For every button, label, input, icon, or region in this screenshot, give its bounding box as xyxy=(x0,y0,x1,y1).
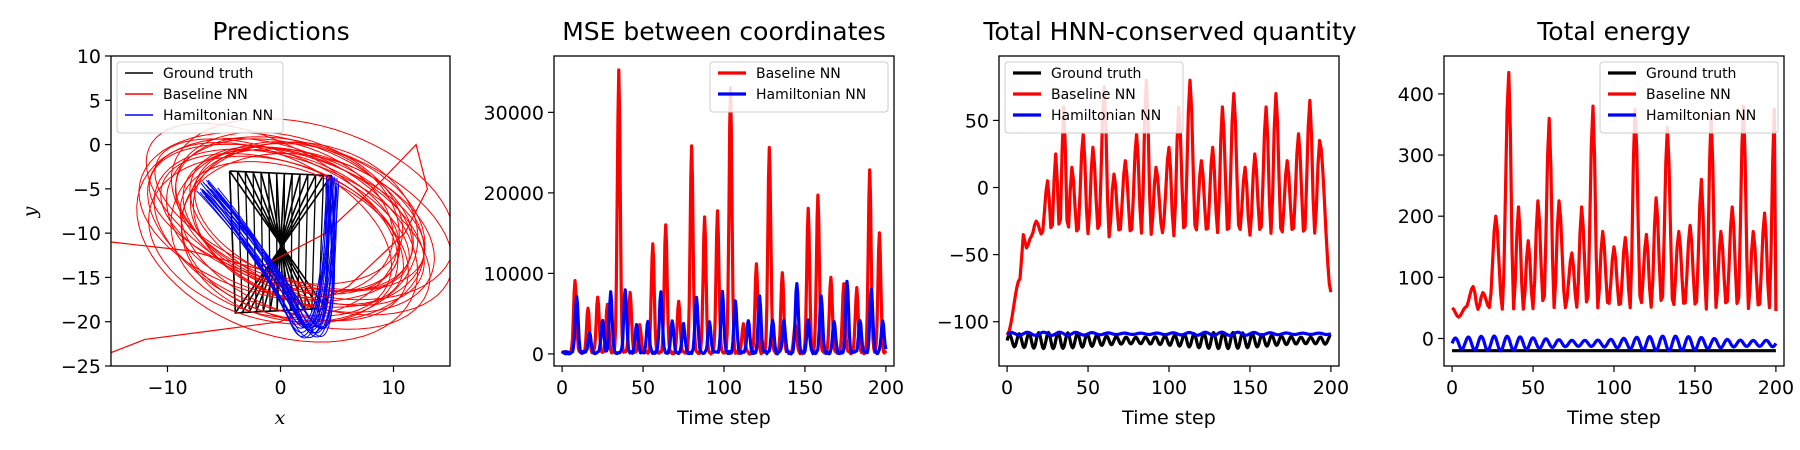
total-energy-legend: Ground truth Baseline NN Hamiltonian NN xyxy=(1599,61,1779,134)
hnn-conserved-ytick-label: −100 xyxy=(937,312,989,334)
total-energy-xtick-label: 100 xyxy=(1596,377,1632,399)
hnn-conserved-plot-area xyxy=(1005,78,1333,351)
predictions-ytick-label: −15 xyxy=(61,267,101,289)
total-energy-plot-area xyxy=(1450,70,1778,353)
predictions-legend-box xyxy=(116,61,284,134)
predictions-ytick-label: −10 xyxy=(61,223,101,245)
mse-xtick-label: 100 xyxy=(706,377,742,399)
hnn-conserved-ytick-label: −50 xyxy=(949,245,989,267)
mse-title: MSE between coordinates xyxy=(562,17,886,46)
hnn-conserved-xtick-label: 0 xyxy=(1001,377,1013,399)
mse-legend: Baseline NN Hamiltonian NN xyxy=(709,61,889,113)
mse-legend-label-baseline-nn: Baseline NN xyxy=(756,66,841,82)
predictions-legend-label-hamiltonian-nn: Hamiltonian NN xyxy=(163,108,273,124)
total-energy-ticks: 0 50 100 150 200 0 100 200 300 400 xyxy=(1398,84,1794,399)
total-energy-ytick-label: 400 xyxy=(1398,84,1434,106)
hnn-conserved-ytick-label: 50 xyxy=(965,110,989,132)
total-energy-ytick-label: 300 xyxy=(1398,145,1434,167)
hnn-conserved-title: Total HNN-conserved quantity xyxy=(982,17,1357,46)
hnn-conserved-legend: Ground truth Baseline NN Hamiltonian NN xyxy=(1004,61,1184,134)
mse-series-baseline-nn xyxy=(560,68,888,356)
mse-ytick-label: 10000 xyxy=(484,263,544,285)
hnn-conserved-ytick-label: 0 xyxy=(977,178,989,200)
mse-ytick-label: 20000 xyxy=(484,183,544,205)
total-energy-title: Total energy xyxy=(1536,17,1691,46)
total-energy-xtick-label: 150 xyxy=(1677,377,1713,399)
mse-ytick-label: 0 xyxy=(532,344,544,366)
mse-ticks: 0 50 100 150 200 0 10000 20000 30000 xyxy=(484,102,904,399)
hnn-conserved-xtick-label: 200 xyxy=(1313,377,1349,399)
predictions-xtick-label: −10 xyxy=(147,377,187,399)
mse-ytick-label: 30000 xyxy=(484,102,544,124)
mse-legend-box xyxy=(709,61,889,113)
mse-xtick-label: 200 xyxy=(868,377,904,399)
mse-xlabel: Time step xyxy=(676,407,771,429)
total-energy-xtick-label: 0 xyxy=(1446,377,1458,399)
total-energy-xtick-label: 50 xyxy=(1521,377,1545,399)
predictions-title: Predictions xyxy=(212,17,349,46)
hnn-conserved-xtick-label: 150 xyxy=(1232,377,1268,399)
predictions-ytick-label: −20 xyxy=(61,312,101,334)
predictions-plot-area xyxy=(111,118,450,354)
mse-xtick-label: 150 xyxy=(787,377,823,399)
hnn-conserved-legend-label-hamiltonian-nn: Hamiltonian NN xyxy=(1051,108,1161,124)
hnn-conserved-xlabel: Time step xyxy=(1121,407,1216,429)
predictions-legend: Ground truth Baseline NN Hamiltonian NN xyxy=(116,61,284,134)
predictions-xlabel: x xyxy=(275,407,286,429)
predictions-ticks: −10 0 10 10 5 0 −5 −10 −15 −20 −25 xyxy=(61,46,406,399)
total-energy-series-baseline-nn xyxy=(1451,70,1778,319)
mse-legend-label-hamiltonian-nn: Hamiltonian NN xyxy=(756,87,866,103)
predictions-ytick-label: −5 xyxy=(73,179,101,201)
hnn-conserved-series-hamiltonian-nn xyxy=(1006,330,1332,337)
total-energy-legend-box xyxy=(1599,61,1779,134)
total-energy-series-hamiltonian-nn xyxy=(1450,334,1778,353)
predictions-ylabel: y xyxy=(19,206,41,218)
predictions-xtick-label: 0 xyxy=(274,377,286,399)
total-energy-legend-label-baseline-nn: Baseline NN xyxy=(1646,87,1731,103)
total-energy-ytick-label: 100 xyxy=(1398,267,1434,289)
total-energy-ytick-label: 200 xyxy=(1398,206,1434,228)
predictions-ytick-label: −25 xyxy=(61,356,101,378)
predictions-ytick-label: 10 xyxy=(77,46,101,68)
predictions-ytick-label: 0 xyxy=(89,135,101,157)
mse-series-hamiltonian-nn xyxy=(561,279,888,356)
mse-xtick-label: 50 xyxy=(631,377,655,399)
total-energy-legend-label-hamiltonian-nn: Hamiltonian NN xyxy=(1646,108,1756,124)
hnn-conserved-legend-box xyxy=(1004,61,1184,134)
hnn-conserved-series-baseline-nn xyxy=(1005,78,1333,336)
total-energy-ytick-label: 0 xyxy=(1422,328,1434,350)
hnn-conserved-panel: Total HNN-conserved quantity 0 50 100 150 20… xyxy=(937,17,1357,429)
total-energy-xtick-label: 200 xyxy=(1758,377,1794,399)
predictions-series-hamiltonian-nn xyxy=(196,175,340,339)
total-energy-xlabel: Time step xyxy=(1566,407,1661,429)
hnn-conserved-xtick-label: 100 xyxy=(1151,377,1187,399)
total-energy-legend-label-ground-truth: Ground truth xyxy=(1646,66,1736,82)
mse-xtick-label: 0 xyxy=(556,377,568,399)
hnn-conserved-ticks: 0 50 100 150 200 50 0 −50 −100 xyxy=(937,110,1349,399)
predictions-xtick-label: 10 xyxy=(381,377,405,399)
predictions-panel: Predictions −10 0 10 10 5 0 −5 −10 −15 −20 −25 x y… xyxy=(19,17,451,429)
hnn-conserved-xtick-label: 50 xyxy=(1076,377,1100,399)
hnn-conserved-legend-label-baseline-nn: Baseline NN xyxy=(1051,87,1136,103)
predictions-legend-label-ground-truth: Ground truth xyxy=(163,66,253,82)
hnn-conserved-series-ground-truth xyxy=(1005,330,1332,351)
mse-panel: MSE between coordinates 0 50 100 150 200 0 100… xyxy=(484,17,904,429)
total-energy-panel: Total energy 0 50 100 150 200 0 100 200 300 400 T… xyxy=(1398,17,1794,429)
hnn-conserved-legend-label-ground-truth: Ground truth xyxy=(1051,66,1141,82)
mse-plot-area xyxy=(560,68,888,356)
predictions-legend-label-baseline-nn: Baseline NN xyxy=(163,87,248,103)
predictions-ytick-label: 5 xyxy=(89,90,101,112)
